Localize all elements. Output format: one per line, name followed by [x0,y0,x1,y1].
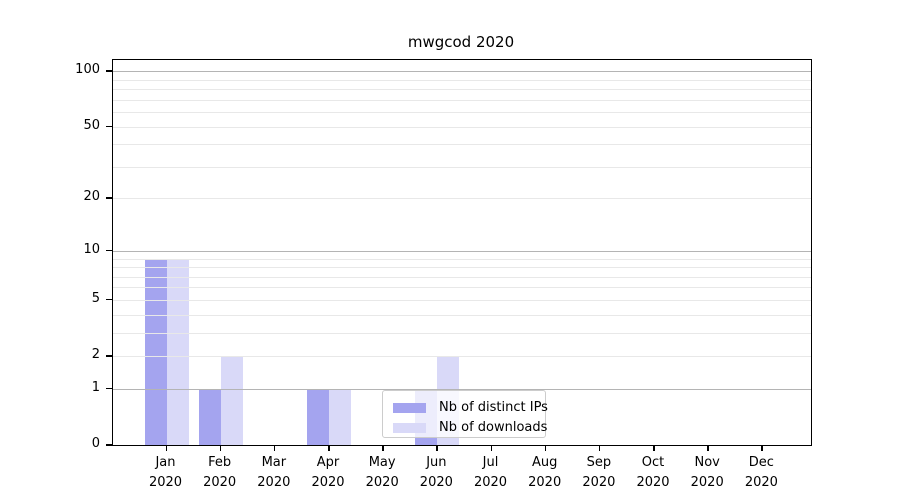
legend-label: Nb of downloads [439,420,548,435]
gridline-minor [113,314,811,316]
x-axis-tick [761,446,763,451]
y-tick-label: 20 [83,189,100,205]
gridline-minor-labeled [113,198,811,200]
gridline-major [113,71,811,73]
x-axis-tick [653,446,655,451]
gridline-minor [113,332,811,334]
y-tick-label: 100 [75,62,100,78]
x-axis-tick [490,446,493,451]
y-tick-label: 50 [83,117,100,133]
bar-downloads [166,258,189,445]
plot-area: Nb of distinct IPs Nb of downloads [112,59,812,446]
x-tick-label: Sep 2020 [582,455,616,490]
x-tick-label: Apr 2020 [311,455,345,490]
x-tick-label: Feb 2020 [203,455,237,490]
y-tick-label: 10 [83,241,100,257]
legend-swatch-downloads [393,423,426,433]
bar-downloads [220,356,243,445]
gridline-minor [113,287,811,289]
x-axis-tick [219,446,222,451]
x-axis-tick [544,446,547,451]
gridline-minor-labeled [113,126,811,128]
gridline-minor [113,258,811,260]
gridline-minor [113,79,811,81]
x-tick-label: Jun 2020 [419,455,453,490]
bar-distinct-ips [198,388,221,445]
chart-title: mwgcod 2020 [407,33,515,51]
bar-downloads [329,388,351,445]
gridline-minor-labeled [113,356,811,358]
y-tick-label: 5 [91,290,100,306]
x-tick-label: Mar 2020 [257,455,291,490]
y-axis-tick [106,125,112,128]
legend: Nb of distinct IPs Nb of downloads [382,390,548,438]
x-tick-label: Jul 2020 [473,455,508,490]
y-axis-tick [106,249,112,252]
gridline-major [113,250,811,252]
y-axis-tick [106,387,112,390]
y-tick-label: 2 [91,347,100,363]
gridline-minor [113,267,811,269]
legend-entry: Nb of downloads [383,418,548,438]
x-axis-tick [598,446,601,451]
x-axis-tick [382,446,384,451]
legend-entry: Nb of distinct IPs [383,398,548,418]
bar-distinct-ips [144,258,167,445]
legend-label: Nb of distinct IPs [439,400,548,415]
x-tick-label: Oct 2020 [636,455,670,490]
gridline-minor-labeled [113,299,811,301]
y-tick-label: 0 [91,436,100,451]
x-tick-label: Aug 2020 [528,455,562,490]
y-axis-tick [106,197,112,199]
gridline-minor [113,144,811,146]
gridline-minor [113,89,811,91]
gridline-major [113,388,811,390]
y-axis-tick [106,298,112,301]
x-tick-label: Dec 2020 [744,455,778,490]
x-tick-label: Nov 2020 [690,455,724,490]
y-axis-tick [106,444,112,446]
gridline-minor [113,276,811,278]
x-axis-tick [328,446,330,451]
x-axis-tick [707,446,709,451]
x-axis-tick [165,446,167,451]
legend-swatch-distinct-ips [393,403,426,413]
x-axis-tick [273,446,276,451]
bar-distinct-ips [307,388,329,445]
x-tick-label: May 2020 [365,455,399,490]
y-tick-label: 1 [91,379,100,395]
y-axis-tick [106,355,112,357]
x-axis-tick [436,446,438,451]
gridline-minor [113,166,811,168]
gridline-minor [113,112,811,114]
y-axis-tick [106,70,112,72]
gridline-minor [113,99,811,101]
x-tick-label: Jan 2020 [148,455,183,490]
